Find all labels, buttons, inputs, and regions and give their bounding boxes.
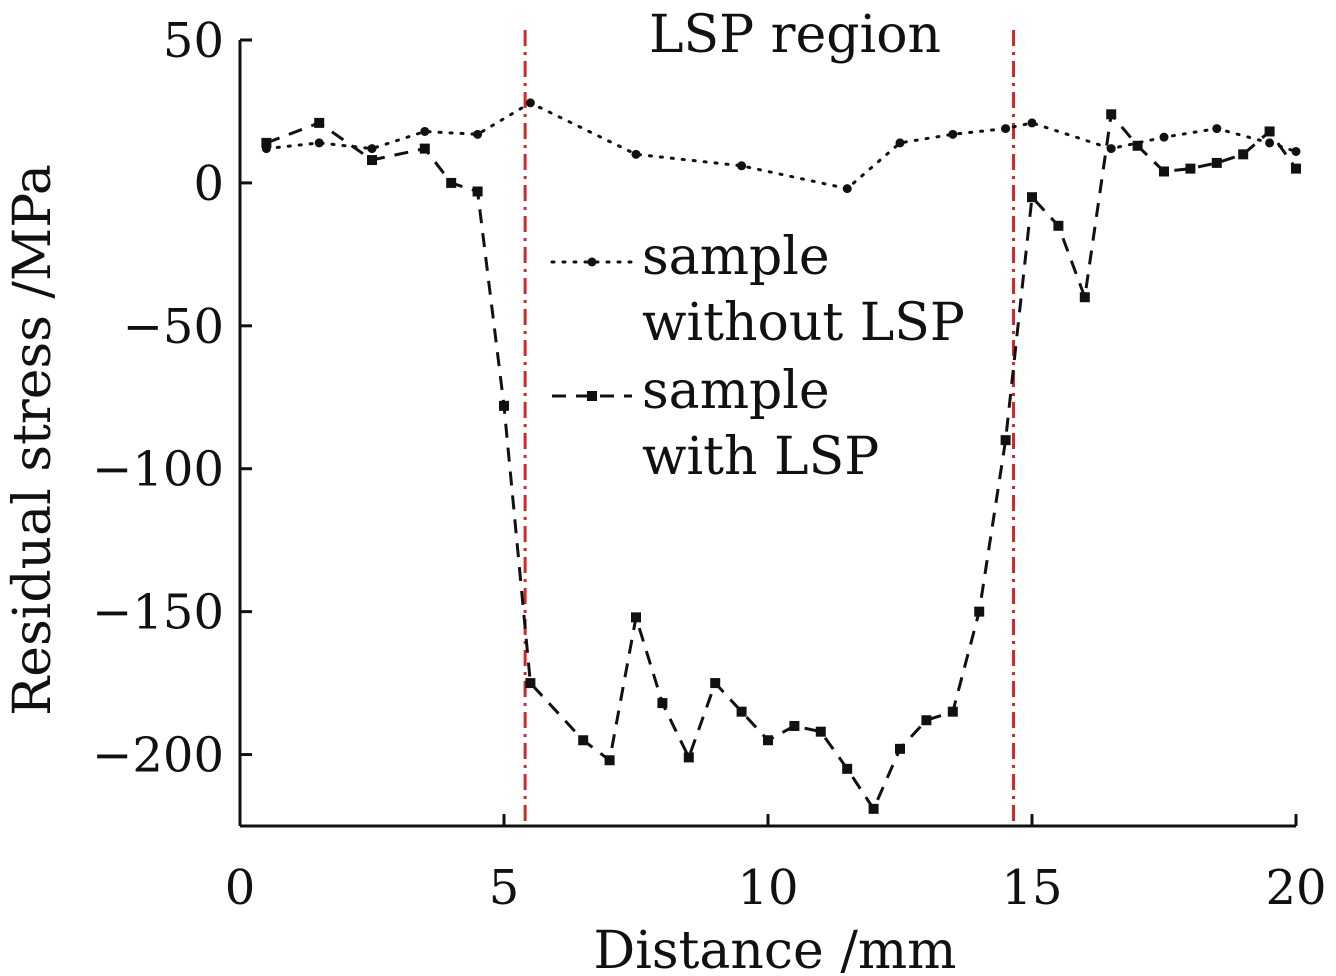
data-point xyxy=(948,129,958,139)
legend-entry-with-lsp: sample with LSP xyxy=(552,361,879,487)
data-point xyxy=(473,129,483,139)
series-with-lsp xyxy=(261,109,1301,814)
data-point xyxy=(631,612,641,623)
data-point xyxy=(1212,124,1222,134)
data-point xyxy=(947,706,958,717)
data-point xyxy=(1159,132,1169,142)
data-point xyxy=(736,706,747,717)
data-point xyxy=(789,720,800,731)
data-point xyxy=(499,400,509,411)
data-point xyxy=(604,755,615,766)
data-point xyxy=(1000,435,1011,446)
data-point xyxy=(1159,166,1169,177)
data-point xyxy=(1079,292,1090,303)
legend-entry-without-lsp: sample without LSP xyxy=(550,227,965,353)
y-axis-title: Residual stress /MPa xyxy=(3,164,63,716)
data-point xyxy=(815,726,826,737)
data-point xyxy=(921,715,932,726)
data-point xyxy=(314,117,325,128)
data-point xyxy=(657,698,668,709)
data-point xyxy=(737,161,747,171)
data-point xyxy=(261,137,272,148)
x-ticks: 0 5 10 15 20 xyxy=(225,814,1327,916)
x-tick-label: 0 xyxy=(225,860,256,916)
data-point xyxy=(842,184,852,194)
data-point xyxy=(525,678,536,689)
data-point xyxy=(1211,157,1222,168)
legend: sample without LSP sample with LSP xyxy=(550,227,965,487)
region-label: LSP region xyxy=(649,5,941,65)
legend-label-with-lsp-line1: sample xyxy=(642,361,830,421)
data-point xyxy=(895,743,905,754)
data-point xyxy=(710,678,721,689)
y-tick-label: −200 xyxy=(92,728,224,784)
data-point xyxy=(1238,149,1249,160)
data-point xyxy=(1106,109,1117,120)
x-axis-title: Distance /mm xyxy=(594,921,957,976)
data-point xyxy=(1265,138,1275,148)
data-point xyxy=(525,98,535,108)
data-point xyxy=(1001,124,1011,134)
data-point xyxy=(1264,126,1275,137)
series-line xyxy=(264,101,1298,191)
data-point xyxy=(763,735,773,746)
data-point xyxy=(631,149,641,159)
data-point xyxy=(1053,220,1064,231)
data-point xyxy=(314,138,324,148)
series-group xyxy=(261,98,1301,814)
data-point xyxy=(1185,163,1196,174)
x-tick-label: 5 xyxy=(489,860,520,916)
y-tick-label: −100 xyxy=(92,442,224,498)
data-point xyxy=(974,606,985,617)
data-point xyxy=(868,803,879,814)
x-tick-label: 15 xyxy=(1001,860,1062,916)
data-point xyxy=(1132,140,1143,151)
y-ticks: 50 0 −50 −100 −150 −200 xyxy=(92,13,252,784)
y-tick-label: 50 xyxy=(163,13,224,69)
data-point xyxy=(367,155,377,166)
region-lines xyxy=(523,30,1016,826)
series-without-lsp xyxy=(261,98,1301,194)
data-point xyxy=(367,144,377,154)
data-point xyxy=(1106,144,1116,154)
data-point xyxy=(842,763,853,774)
x-tick-label: 20 xyxy=(1265,860,1326,916)
legend-label-with-lsp-line2: with LSP xyxy=(642,427,879,487)
legend-marker-without-lsp xyxy=(587,257,597,267)
y-tick-label: 0 xyxy=(193,156,224,212)
data-point xyxy=(420,126,430,136)
legend-label-without-lsp-line1: sample xyxy=(642,227,830,287)
legend-label-without-lsp-line2: without LSP xyxy=(642,293,965,353)
legend-marker-with-lsp xyxy=(587,391,597,401)
data-point xyxy=(446,177,457,188)
y-tick-label: −50 xyxy=(123,299,224,355)
data-point xyxy=(1291,163,1301,174)
data-point xyxy=(578,735,589,746)
data-point xyxy=(1291,146,1301,156)
data-point xyxy=(683,752,694,763)
data-point xyxy=(419,143,430,154)
y-tick-label: −150 xyxy=(92,585,224,641)
data-point xyxy=(1027,192,1037,203)
x-tick-label: 10 xyxy=(737,860,798,916)
data-point xyxy=(1027,118,1037,128)
data-point xyxy=(895,138,905,148)
data-point xyxy=(472,186,483,197)
